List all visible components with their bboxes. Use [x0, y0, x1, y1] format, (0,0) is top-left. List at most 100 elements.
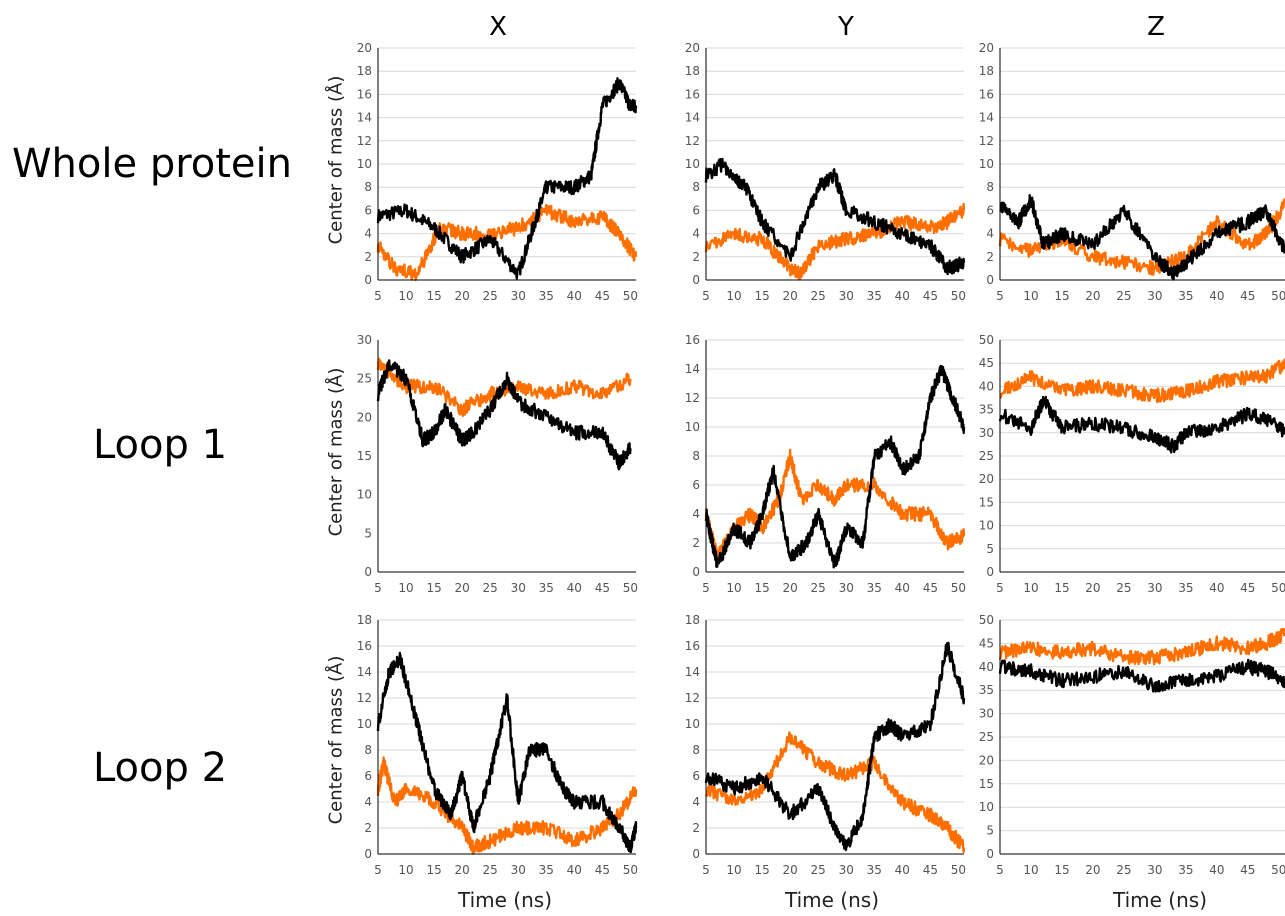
x-tick-label: 30 — [839, 581, 854, 595]
y-tick-label: 8 — [364, 180, 372, 194]
x-tick-label: 50 — [951, 863, 966, 877]
column-title-z: Z — [1147, 12, 1165, 42]
x-tick-label: 35 — [539, 581, 554, 595]
x-tick-label: 15 — [426, 863, 441, 877]
x-tick-label: 5 — [996, 581, 1004, 595]
series-line-black — [998, 658, 1285, 693]
x-tick-label: 40 — [895, 863, 910, 877]
x-tick-label: 35 — [867, 863, 882, 877]
series-line-orange — [998, 627, 1285, 666]
y-tick-label: 15 — [979, 777, 994, 791]
y-tick-label: 14 — [685, 362, 700, 376]
y-tick-label: 18 — [357, 64, 372, 78]
y-tick-label: 4 — [364, 795, 372, 809]
series-line-orange — [704, 731, 966, 854]
y-tick-label: 6 — [364, 203, 372, 217]
y-tick-label: 18 — [685, 64, 700, 78]
y-tick-label: 0 — [692, 273, 700, 287]
y-tick-label: 4 — [986, 227, 994, 241]
y-tick-label: 16 — [357, 639, 372, 653]
x-tick-label: 10 — [398, 289, 413, 303]
x-tick-label: 50 — [623, 289, 638, 303]
x-tick-label: 15 — [426, 289, 441, 303]
x-tick-label: 40 — [567, 863, 582, 877]
y-tick-label: 15 — [979, 495, 994, 509]
y-tick-label: 45 — [979, 356, 994, 370]
y-tick-label: 4 — [692, 227, 700, 241]
x-tick-label: 35 — [1178, 863, 1193, 877]
x-tick-label: 15 — [426, 581, 441, 595]
x-tick-label: 50 — [951, 581, 966, 595]
x-tick-label: 40 — [895, 581, 910, 595]
x-tick-label: 5 — [702, 863, 710, 877]
x-tick-label: 45 — [923, 289, 938, 303]
y-tick-label: 0 — [986, 847, 994, 861]
x-tick-label: 20 — [782, 289, 797, 303]
x-tick-label: 5 — [702, 581, 710, 595]
x-tick-label: 20 — [454, 863, 469, 877]
series-line-orange — [704, 448, 966, 564]
y-tick-label: 12 — [685, 134, 700, 148]
row-label-whole-protein: Whole protein — [12, 141, 292, 187]
chart-svg: 0 2 4 6 8 10 12 14 16 18 20 5 10 15 20 25 30 35 40 45 50 — [685, 42, 966, 303]
y-tick-label: 12 — [685, 691, 700, 705]
y-tick-label: 0 — [364, 565, 372, 579]
y-tick-label: 18 — [979, 64, 994, 78]
x-tick-label: 50 — [623, 863, 638, 877]
y-tick-label: 6 — [364, 769, 372, 783]
y-tick-label: 0 — [692, 565, 700, 579]
y-tick-label: 20 — [357, 42, 372, 55]
y-tick-label: 2 — [692, 536, 700, 550]
y-tick-label: 14 — [685, 111, 700, 125]
x-tick-label: 40 — [1209, 581, 1224, 595]
y-axis-label-row-3: Center of mass (Å) — [325, 655, 347, 825]
y-tick-label: 16 — [685, 639, 700, 653]
chart-loop1-x: 0 5 10 15 20 25 30 5 10 15 20 25 30 35 40 45 50 — [348, 334, 642, 600]
y-tick-label: 20 — [979, 753, 994, 767]
x-tick-label: 30 — [511, 581, 526, 595]
x-tick-label: 15 — [754, 863, 769, 877]
x-tick-label: 30 — [839, 289, 854, 303]
x-tick-label: 15 — [1054, 581, 1069, 595]
x-tick-label: 45 — [595, 581, 610, 595]
x-tick-label: 25 — [811, 863, 826, 877]
chart-whole-protein-z: 0 2 4 6 8 10 12 14 16 18 20 5 10 15 20 25 30 35 40 45 50 — [970, 42, 1285, 308]
x-tick-label: 30 — [511, 289, 526, 303]
y-tick-label: 10 — [979, 519, 994, 533]
y-tick-label: 30 — [357, 334, 372, 347]
y-tick-label: 12 — [357, 691, 372, 705]
x-tick-label: 30 — [1147, 863, 1162, 877]
y-tick-label: 16 — [685, 334, 700, 347]
y-tick-label: 2 — [692, 250, 700, 264]
row-label-loop-1: Loop 1 — [92, 422, 228, 468]
y-tick-label: 10 — [685, 157, 700, 171]
x-tick-label: 45 — [1240, 289, 1255, 303]
chart-svg: 0 2 4 6 8 10 12 14 16 18 20 5 10 15 20 25 30 35 40 45 50 — [979, 42, 1285, 303]
x-tick-label: 40 — [1209, 863, 1224, 877]
x-tick-label: 45 — [1240, 581, 1255, 595]
series-line-orange — [999, 358, 1285, 404]
series-line-black — [376, 77, 638, 280]
chart-loop1-z: 0 5 10 15 20 25 30 35 40 45 50 5 10 15 20 25 30 35 40 45 50 — [970, 334, 1285, 600]
series-line-black — [998, 395, 1285, 454]
x-tick-label: 30 — [1147, 289, 1162, 303]
x-tick-label: 50 — [1271, 581, 1285, 595]
chart-svg: 0 2 4 6 8 10 12 14 16 5 10 15 20 25 30 35 40 45 50 — [685, 334, 966, 595]
x-tick-label: 50 — [1271, 289, 1285, 303]
x-tick-label: 35 — [1178, 581, 1193, 595]
chart-loop1-y: 0 2 4 6 8 10 12 14 16 5 10 15 20 25 30 35 40 45 50 — [676, 334, 970, 600]
chart-svg: 0 2 4 6 8 10 12 14 16 18 5 10 15 20 25 30 35 40 45 50 — [685, 614, 966, 877]
x-tick-label: 20 — [782, 863, 797, 877]
y-tick-label: 20 — [357, 410, 372, 424]
x-tick-label: 5 — [996, 289, 1004, 303]
y-axis-label-row-1: Center of mass (Å) — [325, 75, 347, 245]
x-tick-label: 25 — [811, 581, 826, 595]
y-tick-label: 35 — [979, 403, 994, 417]
y-tick-label: 0 — [692, 847, 700, 861]
y-tick-label: 14 — [357, 665, 372, 679]
x-tick-label: 5 — [374, 289, 382, 303]
y-tick-label: 16 — [357, 87, 372, 101]
x-tick-label: 10 — [1023, 581, 1038, 595]
